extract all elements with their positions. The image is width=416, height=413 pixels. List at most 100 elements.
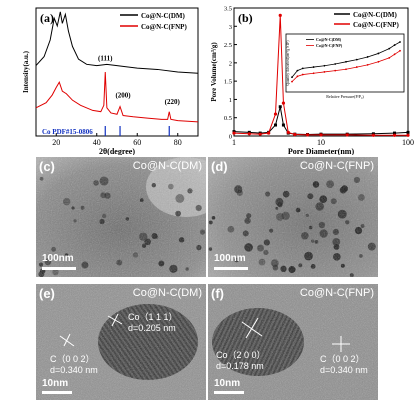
x-axis-label-b: Pore Diameter(nm)	[288, 147, 355, 155]
legend-label-b-0: Co@N-C(DM)	[353, 11, 398, 19]
inset-point-1	[334, 69, 337, 72]
inset-point-1	[377, 60, 380, 63]
inset-x-label: Relative Pressure(P/P₀)	[326, 94, 364, 99]
pore-point-fnp	[286, 130, 290, 134]
inset-point-0	[323, 64, 326, 67]
legend-label-a-0: Co@N-C(DM)	[141, 12, 186, 20]
peak-label-1: (200)	[115, 91, 131, 99]
inset-point-1	[393, 53, 396, 56]
legend-label-b-1: Co@N-C(FNP)	[353, 21, 399, 29]
y-axis-label-a: Intensity(a.u.)	[22, 50, 30, 93]
inset-point-0	[377, 52, 380, 55]
legend-label-a-1: Co@N-C(FNP)	[141, 23, 187, 31]
pore-point-dm	[406, 130, 410, 134]
co-200-label: Co（2 0 0）	[216, 350, 266, 360]
reference-label-a: Co PDF#15-0806	[42, 128, 93, 136]
pore-point-dm	[274, 123, 278, 127]
inset-point-0	[388, 47, 391, 50]
xrd-series-dm	[35, 11, 199, 74]
pore-point-fnp	[232, 131, 236, 135]
co-111-dspacing: d=0.205 nm	[128, 323, 176, 333]
pore-series-dm	[233, 106, 409, 136]
panel-a-xrd: 20 40 60 80 2θ(degree) Intensity(a.u.) (111) (2…	[0, 0, 208, 155]
scale-label-f: 10nm	[214, 378, 241, 389]
panel-title-c: Co@N-C(DM)	[132, 160, 202, 172]
panel-title-e: Co@N-C(DM)	[132, 287, 202, 299]
x-tick-label-a: 80	[174, 138, 182, 147]
c-002-label-f: C（0 0 2）	[320, 354, 365, 364]
pore-point-fnp	[345, 133, 349, 137]
panel-d-tem: (d) Co@N-C(FNP) 100nm	[208, 157, 378, 277]
pore-point-fnp	[273, 112, 278, 116]
xrd-chart: 20 40 60 80 2θ(degree) Intensity(a.u.) (111) (2…	[22, 7, 199, 155]
inset-point-0	[296, 69, 299, 72]
pore-point-fnp	[247, 132, 251, 136]
inset-point-0	[301, 67, 304, 70]
pore-point-fnp	[281, 101, 286, 105]
inset-point-0	[393, 44, 396, 46]
x-axis-label-a: 2θ(degree)	[99, 147, 135, 155]
pore-point-fnp	[293, 132, 297, 137]
pore-point-fnp	[371, 133, 375, 137]
inset-point-1	[345, 68, 347, 71]
inset-y-label: Quantity Adsorbed(cm³/g STP)	[286, 40, 290, 86]
inset-point-1	[301, 73, 304, 76]
pore-point-dm	[278, 105, 282, 109]
panel-title-f: Co@N-C(FNP)	[299, 287, 374, 299]
panel-f-hrtem: (f) Co@N-C(FNP) Co（2 0 0） d=0.178 nm C（0…	[208, 284, 378, 400]
hrtem-image-e	[36, 284, 206, 400]
pore-point-fnp	[392, 133, 397, 137]
inset-point-1	[296, 75, 299, 78]
c-002-label: C（0 0 2）	[50, 354, 95, 364]
plot-frame-a	[35, 7, 199, 137]
scale-bar-d	[214, 267, 248, 270]
pore-point-dm	[281, 123, 285, 127]
inset-point-1	[291, 80, 293, 83]
pore-point-dm	[393, 131, 397, 135]
panel-title-d: Co@N-C(FNP)	[299, 160, 374, 172]
pore-point-fnp	[406, 133, 410, 137]
panel-e-hrtem: (e) Co@N-C(DM) Co（1 1 1） d=0.205 nm C（0 …	[36, 284, 206, 400]
scale-bar-e	[42, 391, 72, 394]
pore-point-fnp	[278, 13, 282, 17]
y-tick-label-b: 0	[229, 134, 232, 141]
x-tick-label-b: 1	[232, 138, 236, 147]
inset-point-1	[388, 56, 391, 59]
pore-point-fnp	[305, 133, 310, 137]
panel-label-d: (d)	[211, 159, 228, 174]
inset-point-1	[366, 63, 369, 66]
inset-point-0	[334, 63, 337, 65]
y-tick-label-b: 1	[229, 97, 232, 104]
pore-point-fnp	[267, 131, 271, 135]
peak-label-2: (220)	[165, 98, 181, 106]
panel-b-pore: 1 10 100 0 0.5 1 1.5 2 2.5 3 3.5 Pore Diameter(nm) P…	[208, 0, 416, 156]
peak-label-0: (111)	[98, 54, 113, 62]
inset-point-1	[355, 66, 358, 68]
inset-point-0	[312, 66, 315, 68]
hrtem-image-f	[208, 284, 378, 400]
inset-frame-b	[285, 33, 405, 93]
inset-point-0	[366, 56, 369, 58]
inset-point-0	[291, 76, 293, 79]
inset-legend-label-1: Co@N-C(FNP)	[316, 43, 343, 48]
scale-bar-f	[214, 391, 244, 394]
inset-point-0	[355, 58, 358, 61]
y-tick-label-b: 3	[229, 24, 232, 31]
y-tick-label-b: 0.5	[224, 115, 232, 122]
tem-image-c	[36, 157, 206, 277]
panel-label-b: (b)	[238, 11, 253, 25]
inset-point-1	[399, 49, 401, 52]
panel-label-c: (c)	[39, 159, 55, 174]
co-111-label: Co（1 1 1）	[128, 312, 178, 322]
y-axis-label-b: Pore Volume(cm³/g)	[210, 42, 218, 102]
inset-point-1	[312, 72, 315, 75]
xrd-series-fnp	[35, 71, 199, 123]
x-tick-label-a: 60	[133, 138, 141, 147]
inset-legend-label-0: Co@N-C(DM)	[316, 37, 342, 42]
inset-point-0	[345, 60, 347, 63]
scale-label-c: 100nm	[42, 253, 74, 264]
x-tick-label-b: 100	[402, 138, 414, 147]
scale-bar-c	[42, 267, 76, 270]
panel-label-e: (e)	[39, 286, 55, 301]
scale-label-d: 100nm	[214, 253, 246, 264]
